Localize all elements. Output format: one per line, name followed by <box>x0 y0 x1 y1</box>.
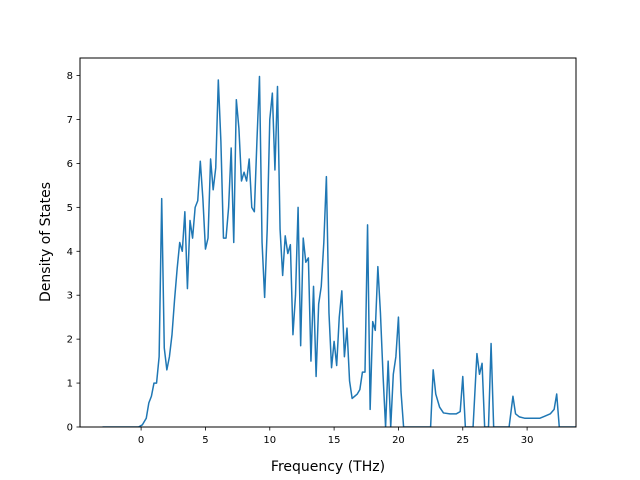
x-tick-label: 15 <box>328 435 341 446</box>
x-tick-label: 25 <box>456 435 469 446</box>
y-tick-label: 1 <box>67 379 73 390</box>
x-tick-label: 20 <box>392 435 405 446</box>
x-tick-label: 5 <box>202 435 208 446</box>
x-axis-label: Frequency (THz) <box>271 459 385 475</box>
y-axis-label: Density of States <box>38 182 54 302</box>
y-tick-label: 3 <box>67 291 73 302</box>
series-line-0 <box>102 75 576 427</box>
y-tick-label: 7 <box>67 115 73 126</box>
y-tick-label: 2 <box>67 335 73 346</box>
x-tick-label: 30 <box>521 435 534 446</box>
y-tick-label: 4 <box>67 247 73 258</box>
y-tick-label: 8 <box>67 71 73 82</box>
y-tick-label: 6 <box>67 159 73 170</box>
axes-frame <box>79 57 577 428</box>
y-tick-label: 5 <box>67 203 73 214</box>
y-tick-label: 0 <box>67 423 73 434</box>
x-tick-label: 10 <box>263 435 276 446</box>
x-tick-label: 0 <box>138 435 144 446</box>
